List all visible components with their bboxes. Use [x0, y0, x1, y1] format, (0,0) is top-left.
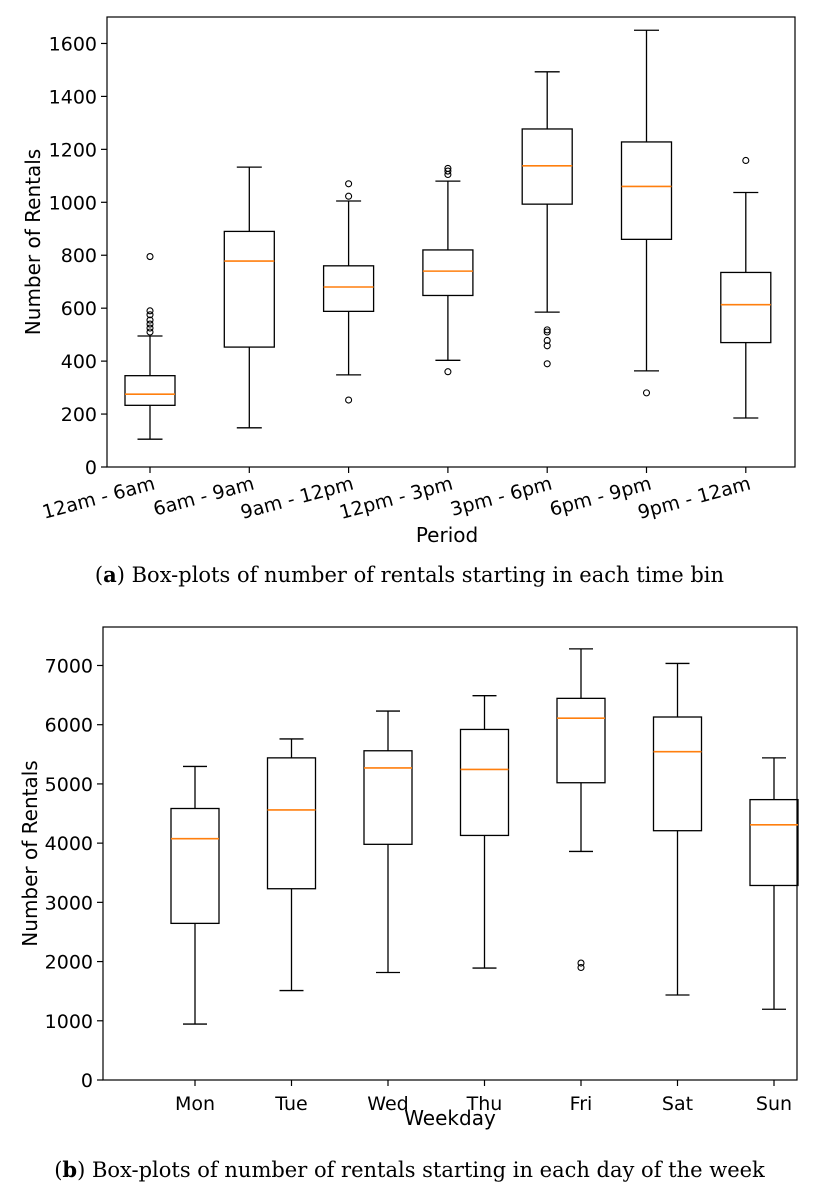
x-tick-label: Thu	[466, 1093, 503, 1115]
box-6	[620, 29, 673, 397]
box-7	[749, 757, 799, 1010]
caption-a-letter: a	[103, 562, 117, 587]
box-3	[363, 710, 413, 974]
caption-b: (b) Box-plots of number of rentals start…	[54, 1157, 765, 1182]
x-axis-label: Weekday	[404, 1106, 496, 1130]
outlier-point	[345, 192, 353, 200]
x-tick-label: Mon	[175, 1093, 215, 1115]
outlier-point	[146, 328, 154, 336]
x-axis-label: Period	[416, 523, 478, 547]
iqr-box	[620, 141, 673, 241]
outlier-point	[642, 389, 651, 397]
iqr-box	[459, 728, 510, 837]
x-tick-label: 12pm - 3pm	[337, 473, 455, 524]
iqr-box	[652, 716, 703, 832]
outlier-point	[577, 959, 585, 967]
x-tick-label: Sat	[662, 1093, 693, 1115]
box-1	[170, 765, 220, 1025]
outlier-point	[146, 320, 154, 328]
y-tick-label: 3000	[45, 892, 93, 914]
x-tick-label: Sun	[756, 1093, 792, 1115]
y-tick-label: 400	[61, 351, 97, 373]
x-tick-label: Wed	[367, 1093, 408, 1115]
y-tick-label: 5000	[45, 774, 93, 796]
box-7	[720, 156, 772, 419]
outlier-point	[444, 164, 452, 172]
outlier-point	[146, 311, 154, 319]
chart-b-rentals-by-weekday: 0 1000 2000 3000 4000 5000 6000 7000 Mon Tue Wed Th…	[18, 626, 799, 1130]
y-tick-label: 200	[61, 404, 97, 426]
x-tick-label: 9am - 12pm	[238, 473, 356, 524]
plot-frame	[106, 16, 796, 468]
box-4	[459, 695, 510, 969]
box-2	[266, 738, 317, 992]
caption-a-text: Box-plots of number of rentals starting …	[124, 563, 725, 587]
y-axis-label: Number of Rentals	[18, 760, 42, 946]
plot-frame	[102, 626, 798, 1081]
outlier-point	[345, 396, 353, 404]
box-1	[124, 253, 176, 440]
x-tick-label: 3pm - 6pm	[448, 473, 554, 521]
y-tick-label: 1600	[49, 33, 97, 55]
iqr-box	[720, 271, 772, 344]
x-tick-label: 12am - 6am	[40, 473, 157, 524]
y-tick-label: 1000	[49, 192, 97, 214]
outlier-point	[444, 167, 452, 175]
outlier-point	[146, 324, 154, 332]
iqr-box	[223, 230, 275, 348]
iqr-box	[363, 750, 413, 845]
y-tick-label: 6000	[45, 715, 93, 737]
iqr-box	[422, 249, 474, 297]
iqr-box	[124, 375, 176, 406]
y-tick-label: 0	[85, 457, 97, 479]
iqr-box	[749, 798, 799, 887]
outlier-point	[444, 368, 452, 376]
iqr-box	[266, 757, 317, 890]
y-tick-label: 0	[81, 1070, 93, 1092]
box-2	[223, 166, 275, 429]
box-6	[652, 662, 703, 996]
iqr-box	[556, 697, 606, 784]
outlier-point	[742, 156, 750, 165]
y-tick-label: 1400	[49, 86, 97, 108]
outlier-point	[577, 963, 585, 972]
y-tick-label: 7000	[45, 655, 93, 677]
outlier-point	[543, 326, 551, 334]
outlier-point	[146, 307, 154, 315]
y-axis-label: Number of Rentals	[21, 149, 45, 335]
caption-b-text: Box-plots of number of rentals starting …	[85, 1158, 765, 1182]
caption-b-letter: b	[62, 1157, 78, 1182]
box-4	[422, 164, 474, 376]
outlier-point	[543, 342, 551, 350]
y-tick-label: 800	[61, 245, 97, 267]
y-tick-label: 4000	[45, 833, 93, 855]
y-tick-label: 2000	[45, 952, 93, 974]
outlier-point	[146, 253, 154, 261]
outlier-point	[543, 336, 551, 345]
iqr-box	[322, 265, 375, 313]
box-3	[322, 180, 375, 404]
x-tick-label: Fri	[570, 1093, 593, 1115]
outlier-point	[345, 180, 353, 188]
y-tick-label: 600	[61, 298, 97, 320]
iqr-box	[170, 807, 220, 925]
outlier-point	[146, 316, 154, 324]
y-tick-label: 1200	[49, 139, 97, 161]
caption-a: (a) Box-plots of number of rentals start…	[94, 562, 725, 587]
x-tick-label: Tue	[274, 1093, 307, 1115]
y-tick-label: 1000	[45, 1011, 93, 1033]
box-5	[521, 71, 573, 368]
outlier-point	[543, 328, 551, 336]
x-tick-label: 9pm - 12am	[635, 473, 753, 524]
box-5	[556, 648, 606, 972]
outlier-point	[543, 360, 551, 368]
